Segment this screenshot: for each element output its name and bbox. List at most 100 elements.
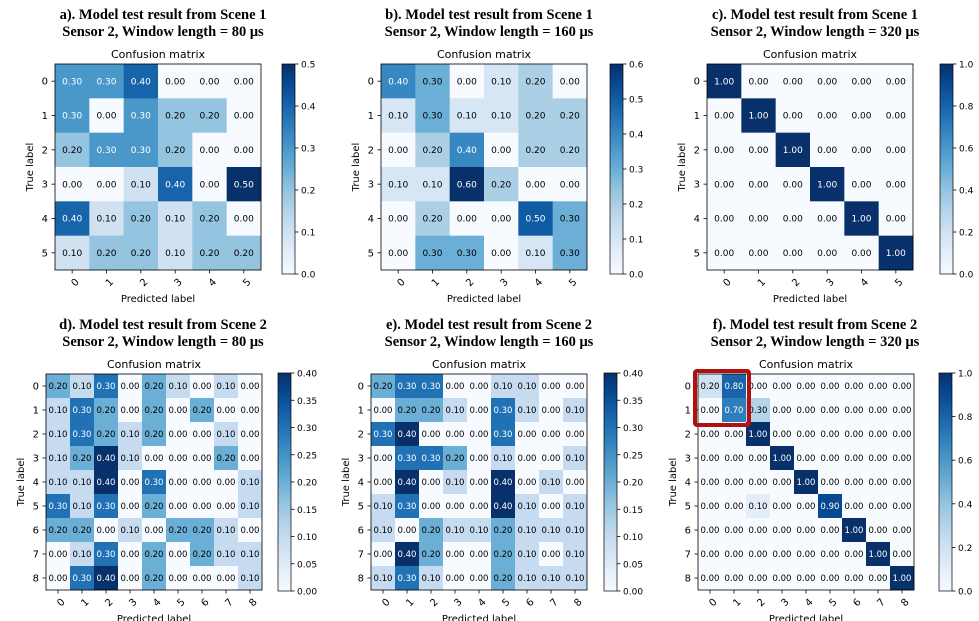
cell-value-label: 0.30: [494, 406, 513, 416]
cell-value-label: 0.10: [49, 454, 68, 464]
y-tick-label: 3: [694, 180, 700, 191]
cell-value-label: 0.10: [217, 430, 236, 440]
colorbar-tick-label: 0.5: [629, 96, 643, 106]
heatmap-cell: [395, 398, 420, 423]
heatmap-cell: [166, 422, 191, 447]
heatmap-cell: [94, 398, 119, 423]
heatmap-cell: [844, 201, 880, 237]
heatmap-cell: [419, 446, 444, 471]
x-tick-label: 0: [707, 597, 719, 609]
panel-subtitle: Sensor 2, Window length = 160 μs: [384, 24, 594, 40]
heatmap-cell: [419, 422, 444, 447]
cell-value-label: 0.00: [797, 526, 816, 536]
cell-value-label: 0.00: [701, 574, 720, 584]
colorbar-tick-label: 0.05: [297, 560, 317, 570]
colorbar-tick-label: 0.4: [301, 103, 316, 113]
heatmap-cell: [518, 235, 554, 271]
cell-value-label: 0.20: [446, 454, 465, 464]
y-tick-label: 4: [685, 478, 691, 489]
heatmap-cell: [770, 542, 795, 567]
chart-title: Confusion matrix: [763, 48, 858, 61]
colorbar: [609, 63, 624, 275]
cell-value-label: 0.20: [491, 180, 511, 190]
cell-value-label: 0.00: [869, 430, 888, 440]
y-tick-label: 8: [358, 574, 364, 585]
heatmap-cell: [746, 518, 771, 543]
heatmap-cell: [741, 132, 777, 168]
heatmap-cell: [844, 167, 880, 202]
heatmap-cell: [118, 422, 143, 447]
cell-value-label: 0.20: [398, 406, 417, 416]
heatmap-cell: [775, 64, 811, 99]
panel-b: b). Model test result from Scene 1 Senso…: [326, 0, 652, 310]
heatmap-cell: [419, 470, 444, 495]
heatmap-cell: [118, 542, 143, 567]
x-tick-label: 7: [223, 597, 235, 609]
heatmap-cell: [890, 566, 915, 591]
chart-title: Confusion matrix: [111, 48, 206, 61]
cell-value-label: 0.90: [821, 502, 840, 512]
heatmap-cell: [707, 132, 742, 168]
cell-value-label: 0.30: [560, 249, 580, 259]
x-tick-label: 5: [500, 597, 512, 609]
cell-value-label: 0.20: [193, 406, 212, 416]
cell-value-label: 0.10: [217, 550, 236, 560]
cell-value-label: 0.30: [96, 77, 116, 87]
heatmap-cell: [844, 235, 880, 271]
cell-value-label: 0.00: [470, 502, 489, 512]
cell-value-label: 0.20: [199, 215, 219, 225]
cell-value-label: 0.20: [701, 382, 720, 392]
cell-value-label: 0.10: [49, 430, 68, 440]
cell-value-label: 0.10: [165, 249, 185, 259]
heatmap-cell: [770, 566, 795, 591]
colorbar-tick-label: 0.2: [629, 201, 643, 211]
cell-value-label: 0.30: [457, 249, 477, 259]
heatmap-cell: [818, 470, 843, 495]
heatmap-cell: [89, 98, 125, 134]
heatmap-cell: [518, 167, 554, 202]
colorbar-tick-label: 0.1: [301, 229, 315, 239]
heatmap-cell: [770, 422, 795, 447]
y-tick-label: 3: [42, 180, 48, 191]
cell-value-label: 0.40: [398, 478, 417, 488]
panel-subtitle: Sensor 2, Window length = 80 μs: [62, 24, 264, 40]
heatmap-cell: [94, 542, 119, 567]
x-axis-label: Predicted label: [117, 614, 191, 621]
heatmap-cell: [746, 566, 771, 591]
cell-value-label: 0.10: [217, 382, 236, 392]
cell-value-label: 0.00: [193, 382, 212, 392]
heatmap-cell: [539, 542, 564, 567]
cell-value-label: 1.00: [783, 146, 803, 156]
heatmap-cell: [552, 167, 588, 202]
cell-value-label: 0.40: [165, 180, 185, 190]
cell-value-label: 1.00: [748, 112, 768, 122]
heatmap-cell: [890, 494, 915, 519]
heatmap-cell: [484, 235, 519, 271]
x-tick-label: 5: [893, 277, 905, 289]
cell-value-label: 0.00: [701, 406, 720, 416]
heatmap-cell: [226, 235, 262, 271]
heatmap-cell: [794, 518, 819, 543]
heatmap-cell: [371, 542, 396, 567]
panel-subtitle: Sensor 2, Window length = 320 μs: [710, 334, 920, 350]
heatmap-cell: [722, 470, 747, 495]
cell-value-label: 0.00: [725, 550, 744, 560]
x-axis-label: Predicted label: [773, 294, 847, 305]
heatmap-cell: [794, 542, 819, 567]
cell-value-label: 0.00: [470, 430, 489, 440]
heatmap-cell: [192, 201, 228, 237]
heatmap-cell: [94, 422, 119, 447]
heatmap-cell: [484, 132, 519, 168]
cell-value-label: 0.00: [470, 406, 489, 416]
y-axis-label: True label: [16, 458, 27, 508]
heatmap-cell: [890, 542, 915, 567]
x-tick-label: 2: [464, 277, 476, 289]
cell-value-label: 0.20: [422, 406, 441, 416]
y-tick-label: 2: [358, 430, 364, 441]
heatmap-cell: [158, 167, 193, 202]
heatmap-cell: [142, 470, 167, 495]
colorbar-tick-label: 0.40: [297, 370, 317, 380]
cell-value-label: 0.40: [398, 430, 417, 440]
cell-value-label: 0.40: [388, 77, 408, 87]
cell-value-label: 0.00: [797, 574, 816, 584]
